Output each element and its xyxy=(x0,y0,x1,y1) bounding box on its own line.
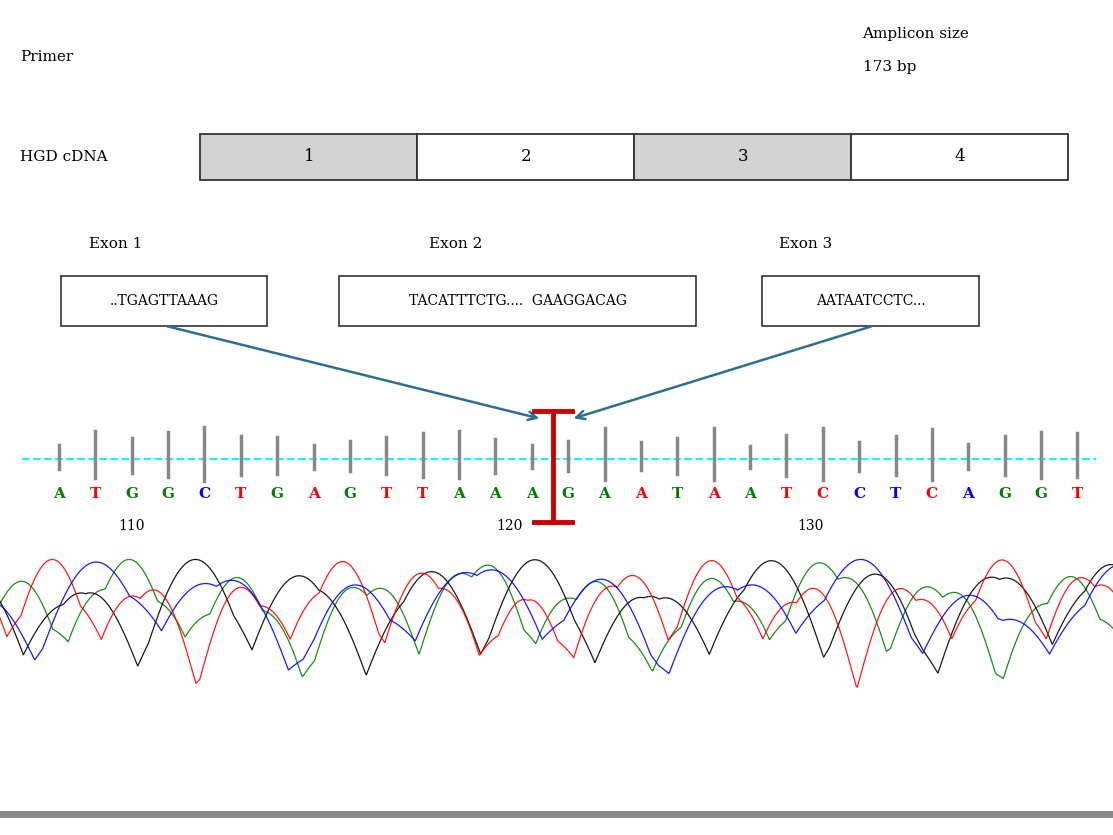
Text: A: A xyxy=(708,488,720,501)
Text: Amplicon size: Amplicon size xyxy=(863,27,969,41)
Text: G: G xyxy=(161,488,175,501)
Text: TACATTTCTG....  GAAGGACAG: TACATTTCTG.... GAAGGACAG xyxy=(408,294,627,307)
FancyBboxPatch shape xyxy=(417,134,634,180)
Text: A: A xyxy=(490,488,501,501)
Text: HGD cDNA: HGD cDNA xyxy=(20,150,108,164)
Text: G: G xyxy=(270,488,284,501)
Text: C: C xyxy=(198,488,210,501)
Text: A: A xyxy=(525,488,538,501)
FancyBboxPatch shape xyxy=(200,134,417,180)
Text: T: T xyxy=(417,488,429,501)
Text: Exon 3: Exon 3 xyxy=(779,236,833,250)
Text: Primer: Primer xyxy=(20,50,73,64)
Text: T: T xyxy=(671,488,683,501)
FancyBboxPatch shape xyxy=(851,134,1068,180)
Text: 130: 130 xyxy=(797,519,824,534)
Text: T: T xyxy=(1072,488,1083,501)
Text: A: A xyxy=(636,488,647,501)
Text: 120: 120 xyxy=(496,519,523,534)
Text: G: G xyxy=(998,488,1011,501)
Text: 110: 110 xyxy=(118,519,145,534)
Text: T: T xyxy=(381,488,392,501)
Text: A: A xyxy=(53,488,65,501)
Text: C: C xyxy=(817,488,829,501)
Text: A: A xyxy=(599,488,611,501)
Text: Exon 2: Exon 2 xyxy=(429,236,482,250)
Text: A: A xyxy=(745,488,756,501)
Text: ..TGAGTTAAAG: ..TGAGTTAAAG xyxy=(109,294,219,307)
Text: T: T xyxy=(90,488,101,501)
Text: A: A xyxy=(963,488,974,501)
Text: T: T xyxy=(235,488,246,501)
Text: G: G xyxy=(562,488,574,501)
Text: 2: 2 xyxy=(521,148,531,165)
Text: A: A xyxy=(453,488,465,501)
Text: 3: 3 xyxy=(738,148,748,165)
Text: T: T xyxy=(890,488,902,501)
Text: C: C xyxy=(853,488,865,501)
Text: 1: 1 xyxy=(304,148,314,165)
Text: C: C xyxy=(926,488,938,501)
Text: G: G xyxy=(344,488,356,501)
FancyBboxPatch shape xyxy=(762,276,979,326)
Text: 173 bp: 173 bp xyxy=(863,60,916,74)
Text: T: T xyxy=(781,488,792,501)
Text: G: G xyxy=(1034,488,1047,501)
Text: A: A xyxy=(307,488,319,501)
Text: AATAATCCTC...: AATAATCCTC... xyxy=(816,294,926,307)
Text: G: G xyxy=(126,488,138,501)
Text: 4: 4 xyxy=(955,148,965,165)
Text: Exon 1: Exon 1 xyxy=(89,236,142,250)
FancyBboxPatch shape xyxy=(339,276,696,326)
FancyBboxPatch shape xyxy=(61,276,267,326)
FancyBboxPatch shape xyxy=(634,134,851,180)
